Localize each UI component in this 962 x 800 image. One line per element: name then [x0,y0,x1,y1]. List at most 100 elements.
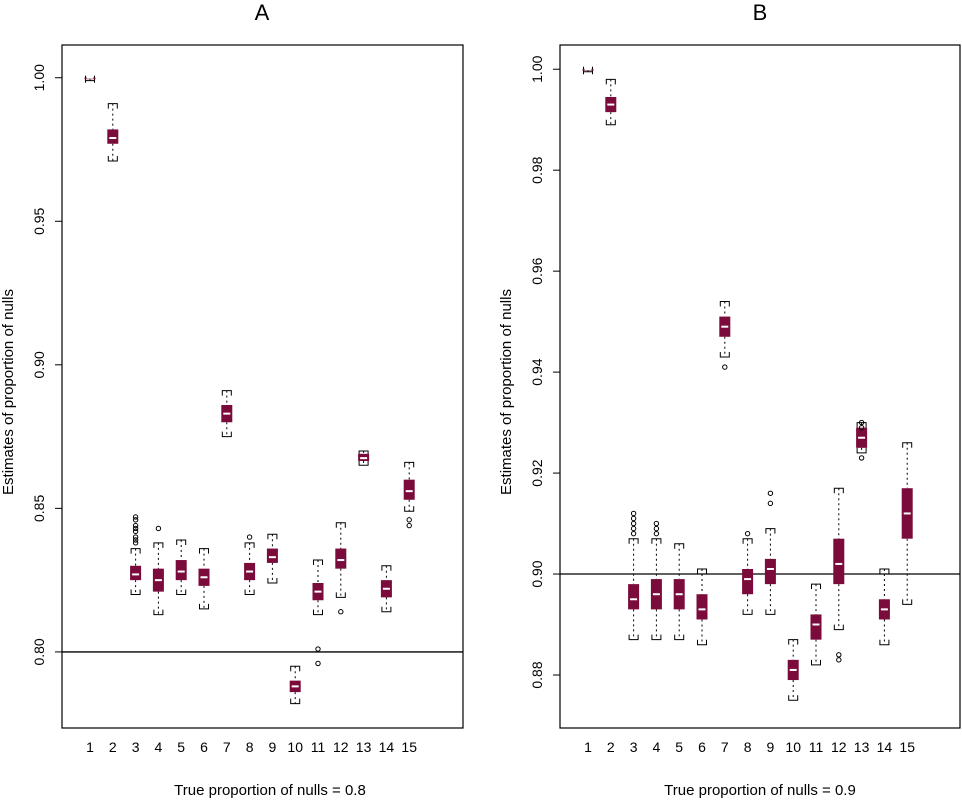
panel-a-box-7 [221,390,233,438]
panel-b-box-8 [742,530,754,615]
upper-cap [358,450,369,456]
outlier-point [858,419,865,426]
outlier-point [744,530,751,537]
outlier-point [246,534,253,540]
outlier-point [406,517,412,523]
outlier-point [653,525,660,532]
lower-cap [358,460,369,466]
panel-b-category-label: 8 [744,739,752,755]
lower-cap [811,659,821,666]
panel-b-ytick-label: 0.90 [529,560,545,587]
panel-b-ytick-label: 1.00 [529,55,545,82]
panel-b-box-1 [582,66,594,75]
panel-a-plot-frame [61,44,464,729]
lower-cap [221,431,232,438]
upper-cap [902,442,913,448]
lower-cap [605,119,616,126]
lower-cap [130,589,141,596]
outlier-point [132,525,139,532]
lower-cap [267,578,278,584]
panel-a-box-15 [403,461,415,529]
panel-b-box-9 [764,490,776,615]
panel-a: A True proportion of nulls = 0.8 Estimat… [0,0,464,799]
lower-cap [833,624,844,631]
upper-cap [856,422,867,428]
panel-b-category-label: 14 [877,739,893,755]
upper-cap [674,543,685,549]
upper-cap [130,548,141,554]
upper-cap [107,103,118,109]
panel-a-ytick-label: 1.00 [31,64,47,91]
lower-cap [176,589,187,596]
panel-a-category-label: 2 [109,739,117,755]
lower-cap [765,609,776,615]
panel-a-category-label: 8 [246,739,254,755]
outlier-point [653,520,660,527]
lower-cap [628,634,639,641]
outlier-point [155,525,162,532]
panel-b-ytick-label: 0.98 [529,156,545,183]
panel-a-xlabel: True proportion of nulls = 0.8 [174,782,366,799]
upper-cap [335,522,346,528]
upper-cap [742,538,753,544]
upper-cap [267,533,278,540]
panel-b-category-label: 4 [653,739,661,755]
panel-b-box-12 [833,487,845,663]
upper-cap [788,639,799,645]
panel-b-category-label: 3 [630,739,638,755]
panel-a-box-14 [380,565,392,613]
panel-a-category-label: 7 [223,739,231,755]
panel-a-box-12 [335,522,347,615]
box-body [175,560,187,581]
panel-b-box-10 [787,639,799,701]
panel-b-box-4 [650,520,662,641]
panel-a-ylabel: Estimates of proportion of nulls [0,289,17,495]
panel-a-box-3 [130,514,142,596]
panel-a-ytick-label: 0.90 [31,351,47,378]
panel-b-box-6 [696,568,708,646]
upper-cap [221,390,232,396]
panel-a-box-4 [152,525,164,616]
panel-a-category-label: 1 [86,739,94,755]
panel-b-box-11 [810,583,822,666]
panel-a-category-label: 13 [356,739,372,755]
lower-cap [313,609,323,616]
box-body [335,548,347,569]
panel-b-category-label: 13 [854,739,870,755]
panel-b-box-15 [901,442,913,605]
outlier-point [630,525,637,532]
upper-cap [765,528,776,534]
outlier-point [132,522,139,529]
outlier-point [836,652,842,658]
lower-cap [244,589,255,596]
panel-a-category-label: 12 [333,739,349,755]
lower-cap [742,609,753,615]
lower-cap [107,155,118,162]
outlier-point [858,455,865,461]
outlier-point [630,515,637,522]
panel-a-category-label: 14 [379,739,395,755]
lower-cap [856,447,867,454]
panel-b-category-label: 10 [785,739,801,755]
lower-cap [199,603,209,610]
outlier-point [315,660,321,667]
outlier-point [836,657,842,663]
panel-a-title: A [255,0,270,25]
panel-b-category-label: 6 [698,739,706,755]
outlier-point [338,609,344,615]
panel-b-box-2 [605,78,617,126]
panel-b-category-label: 9 [767,739,775,755]
panel-b-ytick-label: 0.88 [529,661,545,688]
box-body [696,594,708,620]
upper-cap [833,487,844,494]
outlier-point [653,530,660,537]
upper-cap [290,665,301,672]
lower-cap [674,634,685,641]
panel-a-category-label: 4 [155,739,163,755]
panel-a-ytick-label: 0.95 [31,207,47,234]
panel-b: B True proportion of nulls = 0.9 Estimat… [498,0,961,799]
lower-cap [879,639,890,646]
panel-b-ytick-label: 0.94 [529,358,545,385]
panel-b-title: B [753,0,768,25]
